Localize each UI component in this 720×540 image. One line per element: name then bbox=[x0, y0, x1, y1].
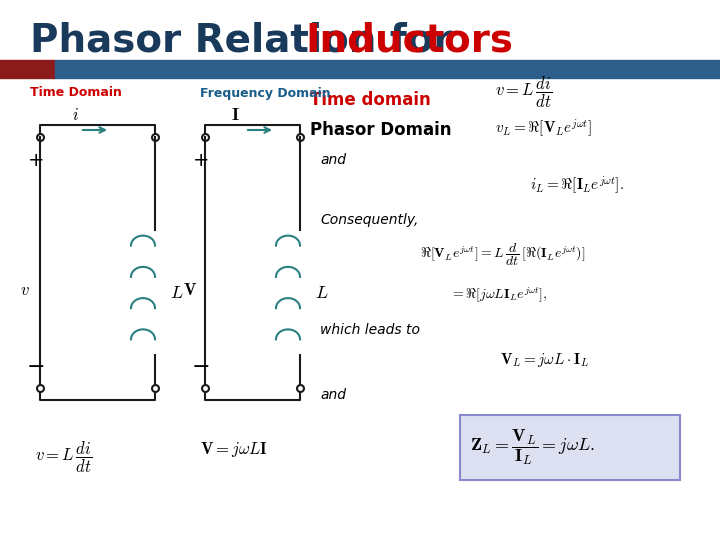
Text: $= \Re[j\omega L \mathbf{I}_L e^{j\omega t}],$: $= \Re[j\omega L \mathbf{I}_L e^{j\omega… bbox=[450, 286, 547, 305]
Bar bbox=[0, 60, 55, 78]
Text: Frequency Domain: Frequency Domain bbox=[200, 86, 330, 99]
Text: $\mathbf{Z}_L = \dfrac{\mathbf{V}_L}{\mathbf{I}_L} = j\omega L.$: $\mathbf{Z}_L = \dfrac{\mathbf{V}_L}{\ma… bbox=[470, 428, 595, 468]
Text: $-$: $-$ bbox=[191, 355, 209, 375]
Text: Time Domain: Time Domain bbox=[30, 86, 122, 99]
Text: $-$: $-$ bbox=[26, 355, 44, 375]
Text: $L$: $L$ bbox=[315, 284, 328, 301]
Text: $+$: $+$ bbox=[27, 151, 43, 170]
Text: Phasor Relation for: Phasor Relation for bbox=[30, 21, 466, 59]
Text: $\Re[\mathbf{V}_L e^{j\omega t}] = L\,\dfrac{d}{dt}\,[\Re(\mathbf{I}_L e^{j\omeg: $\Re[\mathbf{V}_L e^{j\omega t}] = L\,\d… bbox=[420, 242, 585, 268]
Bar bbox=[55, 60, 720, 78]
Text: $L$: $L$ bbox=[170, 284, 184, 301]
Text: which leads to: which leads to bbox=[320, 323, 420, 337]
Text: Inductors: Inductors bbox=[305, 21, 513, 59]
Text: $v$: $v$ bbox=[20, 281, 30, 299]
Bar bbox=[460, 415, 680, 480]
Text: Time domain: Time domain bbox=[310, 91, 431, 109]
Text: and: and bbox=[320, 153, 346, 167]
Text: $+$: $+$ bbox=[192, 151, 208, 170]
Text: $\mathbf{V}_L = j\omega L\cdot\mathbf{I}_L$: $\mathbf{V}_L = j\omega L\cdot\mathbf{I}… bbox=[500, 351, 589, 369]
Text: $i$: $i$ bbox=[71, 106, 78, 124]
Text: $\mathbf{I}$: $\mathbf{I}$ bbox=[230, 106, 239, 124]
Text: Consequently,: Consequently, bbox=[320, 213, 418, 227]
Text: and: and bbox=[320, 388, 346, 402]
Text: $\mathbf{V} = j\omega L\mathbf{I}$: $\mathbf{V} = j\omega L\mathbf{I}$ bbox=[200, 440, 268, 459]
Text: $v = L\,\dfrac{di}{dt}$: $v = L\,\dfrac{di}{dt}$ bbox=[495, 75, 552, 110]
Text: $v_L = \Re[\mathbf{V}_L e^{j\omega t}]$: $v_L = \Re[\mathbf{V}_L e^{j\omega t}]$ bbox=[495, 117, 592, 139]
Text: $\mathbf{V}$: $\mathbf{V}$ bbox=[183, 281, 197, 299]
Text: Phasor Domain: Phasor Domain bbox=[310, 121, 451, 139]
Text: $i_L = \Re[\mathbf{I}_L e^{j\omega t}].$: $i_L = \Re[\mathbf{I}_L e^{j\omega t}].$ bbox=[530, 174, 624, 196]
Text: $v = L\,\dfrac{di}{dt}$: $v = L\,\dfrac{di}{dt}$ bbox=[35, 440, 92, 475]
